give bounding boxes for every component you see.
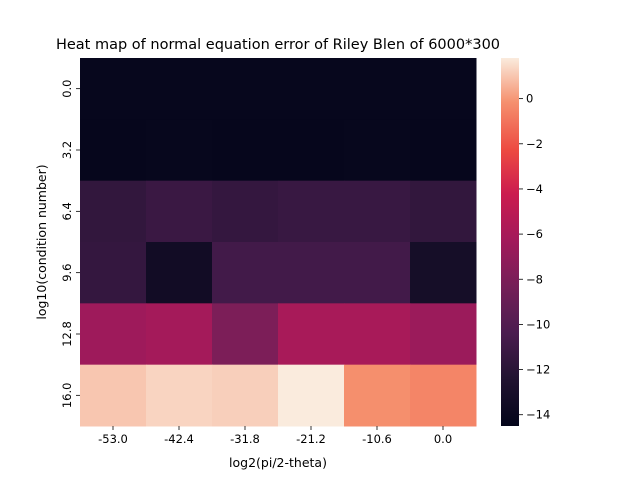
x-tick-label: -10.6 bbox=[362, 432, 392, 446]
heatmap-cell bbox=[344, 58, 411, 120]
colorbar-tick-label: −10 bbox=[526, 317, 550, 331]
heatmap-cell bbox=[344, 242, 411, 304]
colorbar-tick-label: −6 bbox=[526, 227, 543, 241]
heatmap-cell bbox=[278, 364, 345, 427]
y-tick-label: 0.0 bbox=[60, 80, 74, 98]
x-tick-label: 0.0 bbox=[434, 432, 452, 446]
heatmap-cell bbox=[410, 180, 477, 243]
heatmap-cell bbox=[344, 119, 411, 182]
y-axis-ticks: 0.0 3.2 6.4 9.6 12.8 16.0 bbox=[60, 80, 80, 409]
colorbar-tick-label: −2 bbox=[526, 137, 543, 151]
x-tick-label: -21.2 bbox=[296, 432, 326, 446]
heatmap-cell bbox=[146, 180, 213, 243]
heatmap-cell bbox=[80, 303, 147, 366]
heatmap-cell bbox=[410, 303, 477, 366]
heatmap-cell bbox=[146, 119, 213, 182]
colorbar-tick-label: −4 bbox=[526, 182, 543, 196]
colorbar-ticks: 0 −2 −4 −6 −8 −10 −12 −14 bbox=[519, 92, 550, 422]
heatmap-cell bbox=[146, 303, 213, 366]
heatmap-cell bbox=[344, 303, 411, 366]
chart-title: Heat map of normal equation error of Ril… bbox=[56, 37, 500, 53]
x-axis-ticks: -53.0 -42.4 -31.8 -21.2 -10.6 0.0 bbox=[98, 426, 452, 446]
heatmap-cell bbox=[212, 364, 279, 427]
heatmap-cell bbox=[410, 364, 477, 427]
heatmap-cell bbox=[278, 58, 345, 120]
heatmap-cell bbox=[80, 58, 147, 120]
x-axis-label: log2(pi/2-theta) bbox=[229, 455, 327, 470]
colorbar bbox=[501, 58, 519, 426]
colorbar-tick-label: −12 bbox=[526, 363, 550, 377]
y-tick-label: 16.0 bbox=[60, 383, 74, 409]
colorbar-tick-label: −8 bbox=[526, 272, 543, 286]
heatmap-cell bbox=[212, 58, 279, 120]
heatmap-cell bbox=[212, 180, 279, 243]
heatmap-cell bbox=[212, 242, 279, 304]
heatmap-cell bbox=[278, 242, 345, 304]
y-axis-label: log10(condition number) bbox=[34, 164, 49, 319]
heatmap-cell bbox=[344, 364, 411, 427]
y-tick-label: 6.4 bbox=[60, 202, 74, 220]
x-tick-label: -42.4 bbox=[164, 432, 194, 446]
heatmap-cell bbox=[80, 364, 147, 427]
heatmap-cell bbox=[278, 303, 345, 366]
heatmap-cell bbox=[212, 303, 279, 366]
heatmap-cell bbox=[80, 242, 147, 304]
y-tick-label: 3.2 bbox=[60, 141, 74, 159]
y-tick-label: 9.6 bbox=[60, 264, 74, 282]
heatmap-cell bbox=[344, 180, 411, 243]
x-tick-label: -53.0 bbox=[98, 432, 128, 446]
colorbar-tick-label: −14 bbox=[526, 408, 550, 422]
x-tick-label: -31.8 bbox=[230, 432, 260, 446]
heatmap-cell bbox=[410, 242, 477, 304]
heatmap-cell bbox=[278, 119, 345, 182]
heatmap-cell bbox=[410, 58, 477, 120]
colorbar-tick-label: 0 bbox=[526, 92, 533, 106]
heatmap-cell bbox=[146, 364, 213, 427]
heatmap-cell bbox=[146, 58, 213, 120]
heatmap-cell bbox=[278, 180, 345, 243]
heatmap-cell bbox=[80, 180, 147, 243]
heatmap-cell bbox=[146, 242, 213, 304]
heatmap-cell bbox=[212, 119, 279, 182]
y-tick-label: 12.8 bbox=[60, 321, 74, 347]
heatmap-cell bbox=[410, 119, 477, 182]
heatmap-cells bbox=[80, 58, 477, 427]
heatmap-cell bbox=[80, 119, 147, 182]
